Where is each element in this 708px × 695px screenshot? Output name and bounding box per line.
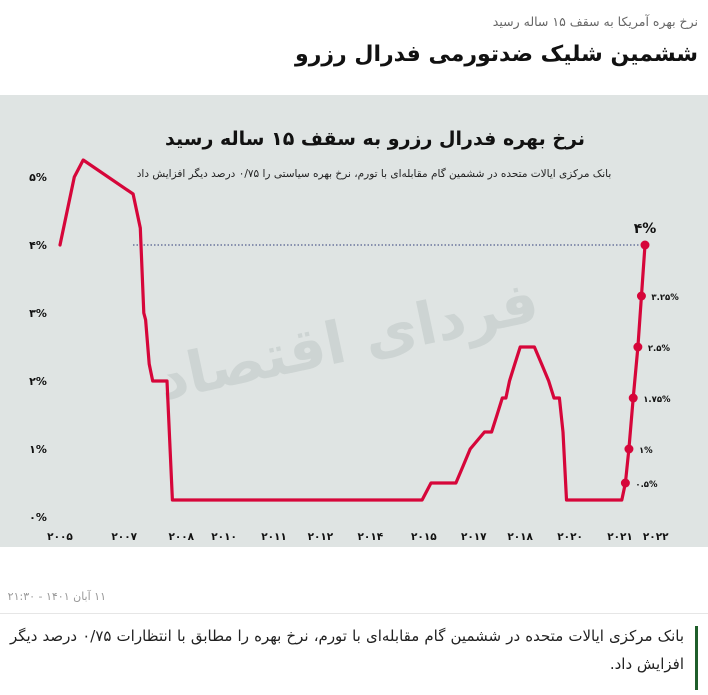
divider (0, 613, 708, 614)
data-label: ۴% (634, 221, 657, 237)
lead-accent-bar (695, 626, 698, 690)
y-tick-label: ۴% (29, 239, 47, 252)
data-label: ۱.۷۵% (643, 395, 671, 405)
series-line (58, 158, 647, 502)
x-tick-label: ۲۰۲۱ (607, 531, 633, 543)
article-kicker: نرخ بهره آمریکا به سقف ۱۵ ساله رسید (492, 14, 698, 29)
x-tick-label: ۲۰۰۵ (47, 531, 73, 543)
data-point (624, 444, 634, 454)
x-tick-label: ۲۰۱۰ (211, 531, 237, 543)
x-tick-label: ۲۰۲۲ (643, 531, 669, 543)
x-tick-label: ۲۰۱۵ (411, 531, 437, 543)
x-tick-label: ۲۰۱۱ (261, 531, 287, 543)
x-tick-label: ۲۰۰۸ (168, 531, 194, 543)
data-label: ۳.۲۵% (651, 293, 679, 303)
article-headline: ششمین شلیک ضدتورمی فدرال رزرو (295, 42, 698, 67)
data-point (640, 240, 650, 250)
y-tick-label: ۰% (29, 511, 47, 524)
y-tick-label: ۳% (29, 307, 47, 320)
article-lead-text: بانک مرکزی ایالات متحده در ششمین گام مقا… (10, 627, 684, 673)
data-label: ۱% (639, 446, 653, 456)
data-point (636, 291, 646, 301)
x-tick-label: ۲۰۲۰ (557, 531, 583, 543)
data-label: ۰.۵% (635, 480, 658, 490)
interest-rate-chart: فردای اقتصاد نرخ بهره فدرال رزرو به سقف … (29, 128, 679, 543)
x-tick-label: ۲۰۰۷ (111, 531, 137, 543)
article-timestamp: ۱۱ آبان ۱۴۰۱ - ۲۱:۳۰ (7, 590, 106, 603)
y-tick-label: ۵% (29, 171, 47, 184)
x-tick-label: ۲۰۱۸ (507, 531, 533, 543)
y-tick-label: ۱% (29, 443, 47, 456)
chart-subtitle: بانک مرکزی ایالات متحده در ششمین گام مقا… (137, 167, 612, 180)
article-lead: بانک مرکزی ایالات متحده در ششمین گام مقا… (10, 622, 698, 690)
x-tick-label: ۲۰۱۴ (358, 531, 384, 543)
y-tick-label: ۲% (29, 375, 47, 388)
x-tick-label: ۲۰۱۷ (461, 531, 487, 543)
x-tick-label: ۲۰۱۲ (308, 531, 334, 543)
chart-watermark: فردای اقتصاد (151, 267, 544, 415)
chart-title: نرخ بهره فدرال رزرو به سقف ۱۵ ساله رسید (165, 128, 585, 150)
data-point (633, 342, 643, 352)
data-label: ۲.۵% (648, 344, 671, 354)
chart-figure: فردای اقتصاد نرخ بهره فدرال رزرو به سقف … (0, 95, 708, 547)
data-point (628, 393, 638, 403)
data-point (620, 478, 630, 488)
